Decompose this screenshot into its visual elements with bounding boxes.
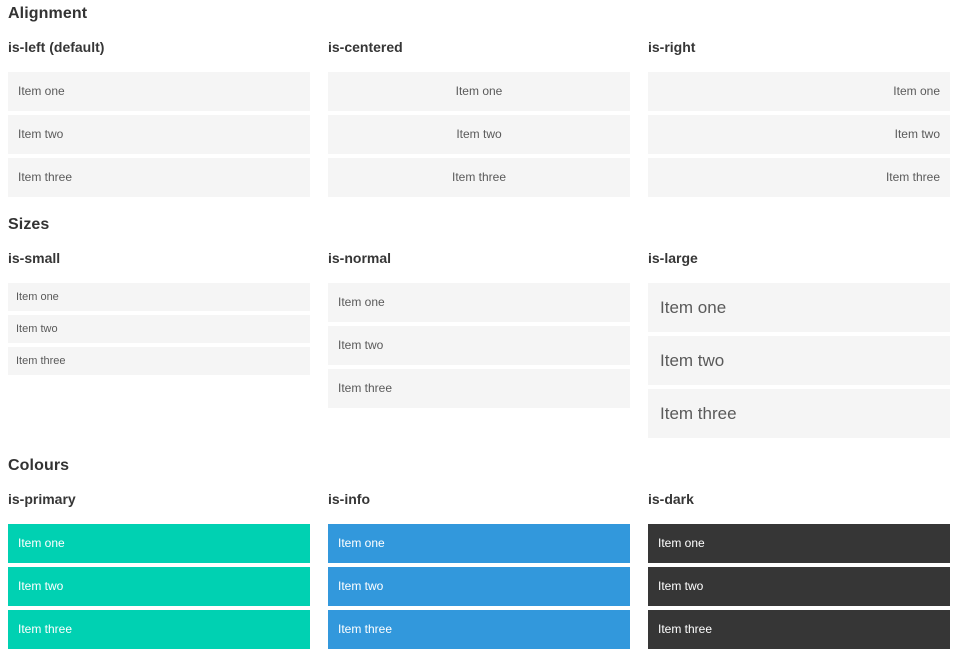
column-is-dark: is-dark Item one Item two Item three	[648, 491, 950, 649]
column-is-left: is-left (default) Item one Item two Item…	[8, 39, 310, 197]
list-item[interactable]: Item two	[648, 115, 950, 154]
column-is-primary: is-primary Item one Item two Item three	[8, 491, 310, 649]
list-item[interactable]: Item three	[648, 158, 950, 197]
list-item[interactable]: Item two	[648, 336, 950, 385]
list-item[interactable]: Item one	[328, 72, 630, 111]
column-subtitle: is-info	[328, 491, 370, 507]
list-item[interactable]: Item three	[648, 389, 950, 438]
section-colours: Colours is-primary Item one Item two Ite…	[8, 456, 950, 649]
item-list: Item one Item two Item three	[648, 283, 950, 438]
item-list: Item one Item two Item three	[8, 72, 310, 197]
list-item[interactable]: Item three	[328, 369, 630, 408]
column-subtitle: is-large	[648, 250, 698, 266]
item-list: Item one Item two Item three	[648, 524, 950, 649]
column-subtitle: is-left (default)	[8, 39, 105, 55]
list-item[interactable]: Item one	[8, 72, 310, 111]
list-item[interactable]: Item two	[648, 567, 950, 606]
list-item[interactable]: Item three	[8, 158, 310, 197]
list-item[interactable]: Item one	[648, 72, 950, 111]
colours-grid: is-primary Item one Item two Item three …	[8, 491, 950, 649]
section-title: Sizes	[8, 216, 50, 233]
list-item[interactable]: Item three	[8, 347, 310, 375]
list-item[interactable]: Item three	[648, 610, 950, 649]
column-is-right: is-right Item one Item two Item three	[648, 39, 950, 197]
list-item[interactable]: Item two	[328, 115, 630, 154]
sizes-grid: is-small Item one Item two Item three is…	[8, 250, 950, 438]
list-item[interactable]: Item two	[328, 567, 630, 606]
list-item[interactable]: Item two	[8, 115, 310, 154]
list-item[interactable]: Item one	[8, 283, 310, 311]
column-is-normal: is-normal Item one Item two Item three	[328, 250, 630, 408]
list-item[interactable]: Item three	[8, 610, 310, 649]
column-subtitle: is-centered	[328, 39, 403, 55]
item-list: Item one Item two Item three	[328, 524, 630, 649]
list-item[interactable]: Item one	[648, 524, 950, 563]
list-item[interactable]: Item one	[648, 283, 950, 332]
column-is-info: is-info Item one Item two Item three	[328, 491, 630, 649]
column-subtitle: is-primary	[8, 491, 76, 507]
section-title: Colours	[8, 457, 70, 474]
column-is-small: is-small Item one Item two Item three	[8, 250, 310, 375]
item-list: Item one Item two Item three	[648, 72, 950, 197]
list-item[interactable]: Item two	[8, 315, 310, 343]
alignment-grid: is-left (default) Item one Item two Item…	[8, 39, 950, 197]
column-subtitle: is-normal	[328, 250, 392, 266]
item-list: Item one Item two Item three	[8, 524, 310, 649]
section-sizes: Sizes is-small Item one Item two Item th…	[8, 215, 950, 438]
item-list: Item one Item two Item three	[328, 72, 630, 197]
list-item[interactable]: Item three	[328, 610, 630, 649]
section-title: Alignment	[8, 5, 88, 22]
list-item[interactable]: Item two	[8, 567, 310, 606]
list-item[interactable]: Item three	[328, 158, 630, 197]
column-subtitle: is-right	[648, 39, 696, 55]
column-is-large: is-large Item one Item two Item three	[648, 250, 950, 438]
column-subtitle: is-small	[8, 250, 61, 266]
section-alignment: Alignment is-left (default) Item one Ite…	[8, 4, 950, 197]
list-item[interactable]: Item one	[328, 283, 630, 322]
list-item[interactable]: Item two	[328, 326, 630, 365]
column-subtitle: is-dark	[648, 491, 694, 507]
list-item[interactable]: Item one	[8, 524, 310, 563]
column-is-centered: is-centered Item one Item two Item three	[328, 39, 630, 197]
item-list: Item one Item two Item three	[8, 283, 310, 375]
item-list: Item one Item two Item three	[328, 283, 630, 408]
list-item[interactable]: Item one	[328, 524, 630, 563]
